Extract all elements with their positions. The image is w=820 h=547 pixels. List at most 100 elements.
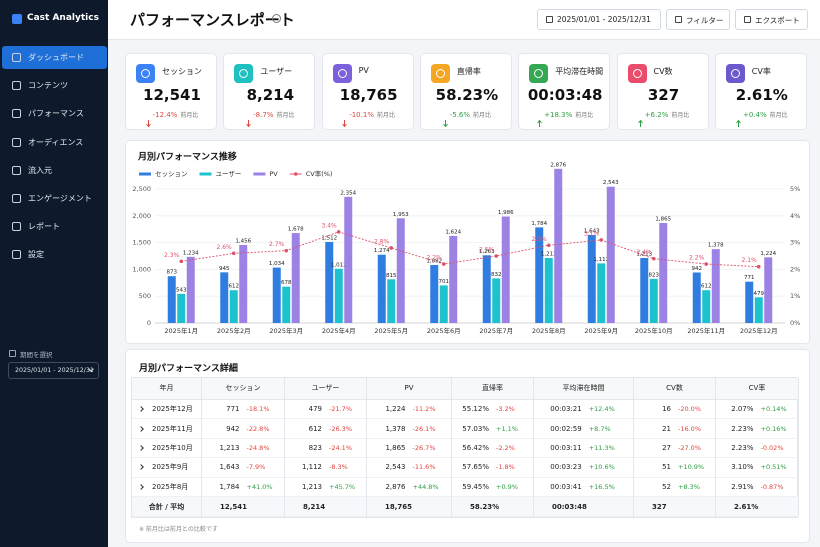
bar-value-label: 1,643 [584, 228, 600, 234]
kpi-value: 12,541 [143, 86, 201, 104]
button-icon [675, 16, 682, 23]
nav-item[interactable]: パフォーマンス [2, 102, 107, 125]
nav-item[interactable]: エンゲージメント [2, 187, 107, 210]
table-cell: 327 [634, 497, 716, 517]
kpi-arrow [637, 112, 643, 127]
kpi-value: 18,765 [339, 86, 398, 104]
nav-item[interactable]: オーディエンス [2, 131, 107, 154]
bar [482, 255, 491, 323]
cell-value: 00:03:41 [550, 482, 582, 491]
period-select[interactable]: 2025/01/01 - 2025/12/31 [8, 362, 99, 379]
kpi-change: -5.6% [449, 110, 471, 119]
cell-change: +12.4% [588, 405, 615, 414]
bar-value-label: 479 [754, 291, 765, 297]
line-marker [756, 264, 761, 269]
nav-item[interactable]: コンテンツ [2, 74, 107, 97]
kpi-card: CV率 2.61% +0.4% 前月比 [714, 53, 808, 130]
bar [396, 218, 405, 323]
table-cell: 1,378 -26.1% [367, 419, 452, 439]
bar [745, 281, 754, 323]
line-marker [389, 246, 394, 250]
table-cell[interactable]: 2025年12月 [132, 400, 202, 420]
kpi-arrow [442, 112, 448, 127]
line-value-label: 2.6% [217, 244, 233, 251]
arrow [442, 119, 448, 127]
x-tick-label: 2025年1月 [164, 326, 198, 335]
kpi-value: 2.61% [735, 86, 788, 104]
bar-value-label: 1,012 [331, 262, 347, 268]
cell-change: -18.1% [246, 405, 270, 414]
kpi-change-row: +0.4% 前月比 [716, 110, 808, 127]
bar-value-label: 1,865 [655, 217, 671, 223]
table-cell[interactable]: 2025年10月 [132, 438, 202, 459]
page-title: パフォーマンスレポート [130, 11, 295, 29]
button-label: エクスポート [755, 16, 800, 25]
arrow [246, 119, 252, 127]
kpi-label: PV [358, 66, 369, 75]
table-cell: 1,865 -26.7% [367, 438, 452, 459]
cell-value: 27 [662, 443, 671, 452]
cell-value: 823 [308, 443, 322, 452]
table-cell: 00:03:11 +11.3% [534, 438, 634, 459]
cell-change: -16.0% [678, 424, 701, 433]
info-icon [272, 14, 281, 23]
table-cell: 52 +8.3% [634, 477, 716, 497]
bar [554, 168, 563, 323]
table-cell[interactable]: 2025年11月 [132, 419, 202, 439]
cell-value: 51 [662, 463, 671, 472]
nav-icon [12, 222, 21, 232]
bar-value-label: 942 [692, 266, 703, 272]
bar [334, 268, 343, 323]
table-header-cell: PV [367, 378, 452, 400]
bar [430, 265, 439, 323]
table-cell[interactable]: 2025年9月 [132, 458, 202, 478]
cell-change: -2.2% [496, 443, 515, 452]
bar-value-label: 2,354 [340, 190, 356, 196]
bar [387, 279, 396, 323]
expand-chevron [138, 406, 144, 413]
line-value-label: 2.8% [374, 238, 390, 245]
nav-item[interactable]: 設定 [2, 243, 107, 266]
x-tick-label: 2025年3月 [269, 326, 303, 335]
table-cell: 2.23% -0.02% [716, 438, 799, 459]
expand-chevron [138, 483, 144, 490]
axis-tick-label: 1,000 [132, 265, 151, 273]
kpi-value: 00:03:48 [527, 86, 603, 104]
nav-icon [12, 137, 21, 147]
axis-tick-label: 2,000 [132, 212, 151, 220]
table-cell[interactable]: 2025年8月 [132, 477, 202, 497]
line-marker [599, 238, 604, 242]
bar-value-label: 1,624 [445, 229, 461, 235]
nav-item[interactable]: 流入元 [2, 159, 107, 182]
kpi-change-row: -10.1% 前月比 [323, 110, 415, 127]
nav-icon [12, 81, 21, 91]
header-button[interactable]: 2025/01/01 - 2025/12/31 [537, 9, 661, 30]
bar [377, 254, 386, 323]
table-cell: 55.12% -3.2% [452, 400, 534, 420]
cell-change: -0.87% [760, 482, 784, 491]
header-button[interactable]: エクスポート [735, 9, 808, 30]
bar-value-label: 1,784 [531, 221, 547, 227]
cell-change: +0.9% [496, 482, 518, 491]
line-marker [494, 254, 499, 258]
cell-change: +8.3% [678, 482, 700, 491]
chart-title: 月別パフォーマンス推移 [137, 151, 237, 163]
kpi-icon [332, 64, 352, 83]
kpi-change: -10.1% [349, 110, 374, 119]
legend-swatch [199, 172, 212, 176]
nav-icon [12, 194, 21, 203]
nav-item[interactable]: レポート [2, 215, 107, 238]
table-cell: 00:03:21 +12.4% [534, 400, 634, 420]
line-value-label: 2.2% [427, 255, 443, 262]
cell-value: 21 [662, 424, 671, 433]
bar-value-label: 832 [491, 272, 502, 278]
x-tick-label: 2025年6月 [427, 326, 461, 335]
cell-change: +11.3% [588, 443, 615, 452]
line-value-label: 2.4% [637, 249, 653, 256]
nav-item[interactable]: ダッシュボード [2, 46, 107, 69]
logo [12, 14, 22, 24]
kpi-icon [136, 64, 155, 83]
header-button[interactable]: フィルター [666, 9, 730, 30]
cell-value: 16 [662, 405, 671, 414]
kpi-icon [529, 64, 549, 83]
